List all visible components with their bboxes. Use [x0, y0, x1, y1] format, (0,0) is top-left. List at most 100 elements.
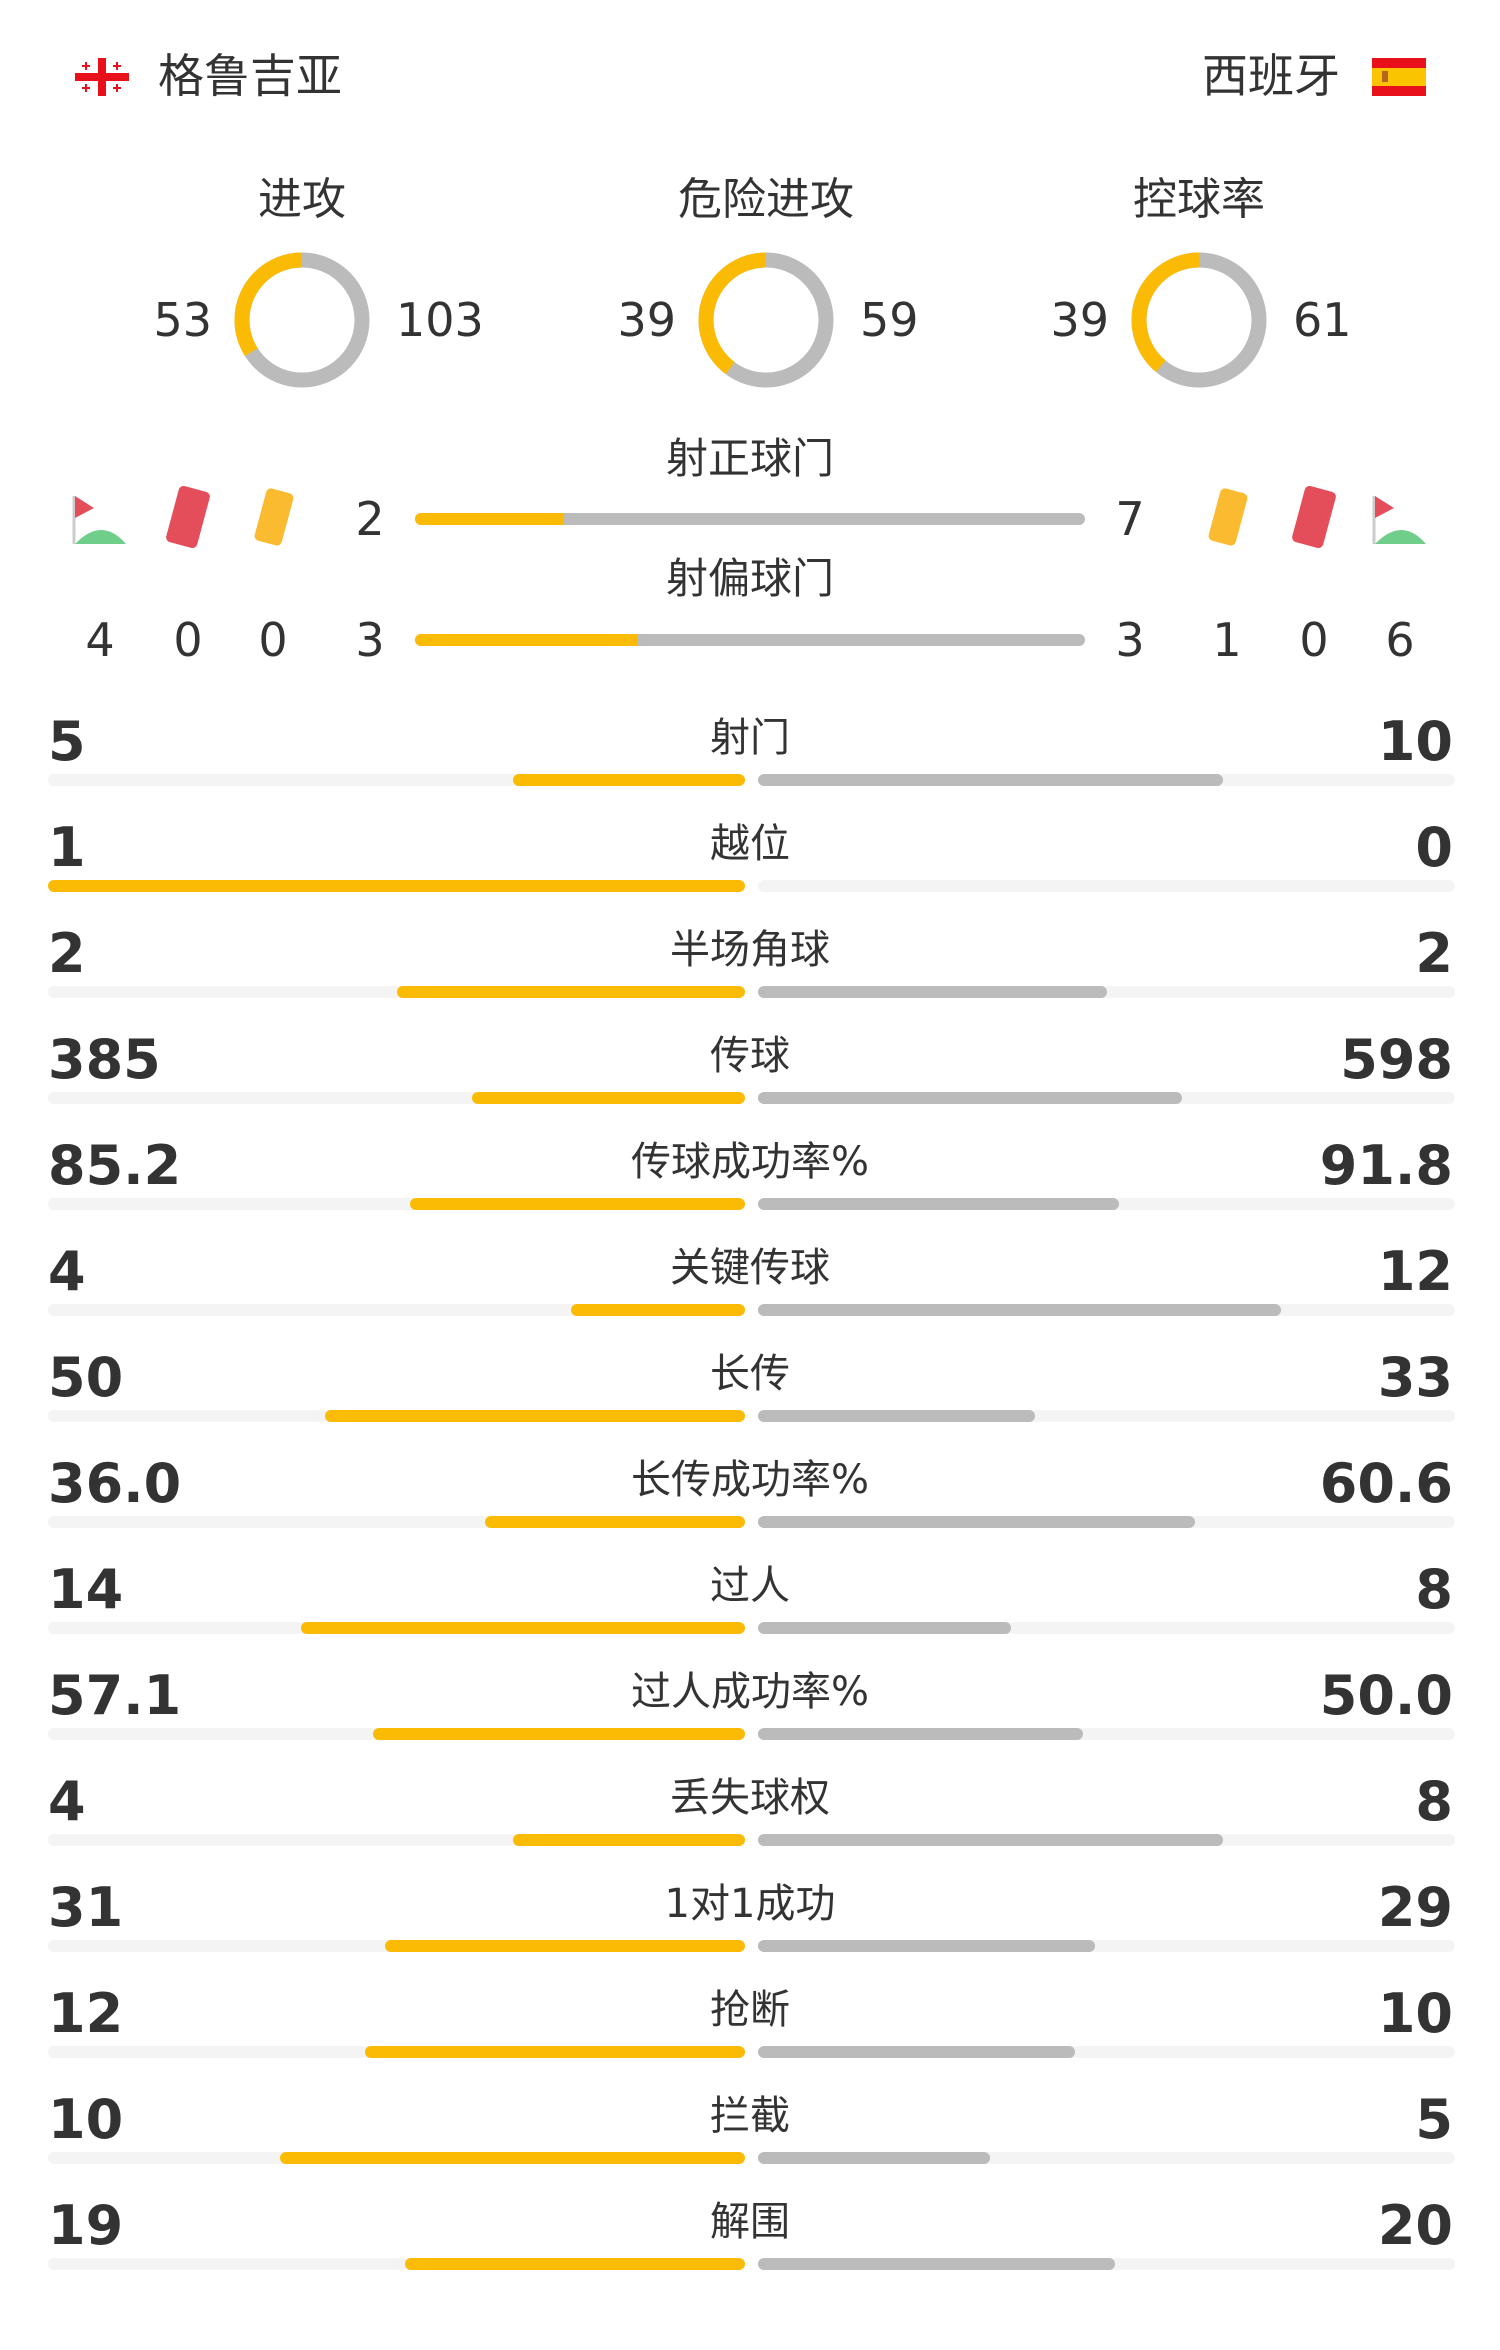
- stat-away-bar: [758, 2258, 1116, 2270]
- donut-away-value: 61: [1293, 293, 1352, 347]
- stat-away-track: [758, 1092, 1455, 1104]
- stat-away-bar: [758, 2046, 1075, 2058]
- stat-row: 5 射门 10: [0, 700, 1500, 806]
- home-shots-off-target: 3: [355, 613, 385, 667]
- donut-home-arc: [1131, 252, 1267, 388]
- stat-away-value: 5: [1415, 2088, 1453, 2151]
- corner-flag-icon: [1372, 496, 1426, 544]
- stat-away-value: 598: [1340, 1028, 1453, 1091]
- yellow-card-icon: [1208, 488, 1248, 546]
- stat-away-value: 0: [1415, 816, 1453, 879]
- donut-chart: [698, 252, 834, 388]
- stat-home-bar: [384, 1940, 745, 1952]
- donut-chart: [234, 252, 370, 388]
- stat-away-track: [758, 774, 1455, 786]
- stat-away-track: [758, 1198, 1455, 1210]
- stat-home-track: [48, 774, 745, 786]
- stat-row: 57.1 过人成功率% 50.0: [0, 1654, 1500, 1760]
- donut-home-arc: [234, 252, 370, 388]
- stat-label: 传球: [710, 1033, 790, 1079]
- stat-home-bar: [405, 2258, 745, 2270]
- home-red-cards: 0: [173, 613, 203, 667]
- stat-home-track: [48, 1304, 745, 1316]
- home-corners: 4: [85, 613, 115, 667]
- stat-label: 过人成功率%: [630, 1669, 869, 1715]
- stat-row: 2 半场角球 2: [0, 912, 1500, 1018]
- stat-home-track: [48, 1410, 745, 1422]
- stat-home-bar: [570, 1304, 745, 1316]
- stat-away-track: [758, 880, 1455, 892]
- home-shots-on-target: 2: [355, 492, 385, 546]
- stat-away-bar: [758, 1304, 1281, 1316]
- stat-row: 10 拦截 5: [0, 2078, 1500, 2184]
- stat-row: 50 长传 33: [0, 1336, 1500, 1442]
- stat-label: 抢断: [710, 1987, 790, 2033]
- stat-away-bar: [758, 1940, 1095, 1952]
- shots-on-target-bar: [415, 513, 1085, 525]
- shots-on-target-label: 射正球门: [665, 434, 834, 483]
- stat-home-value: 57.1: [48, 1664, 182, 1727]
- stat-away-bar: [758, 1198, 1120, 1210]
- stat-away-value: 12: [1377, 1240, 1453, 1303]
- donut-title: 危险进攻: [678, 174, 854, 225]
- stat-home-bar: [512, 774, 745, 786]
- stat-away-track: [758, 2152, 1455, 2164]
- stat-row: 385 传球 598: [0, 1018, 1500, 1124]
- donut-title: 进攻: [258, 174, 346, 225]
- donut-home-value: 39: [617, 293, 676, 347]
- yellow-card-icon: [254, 488, 294, 546]
- away-team-name: 西班牙: [1202, 49, 1340, 103]
- stat-label: 越位: [710, 821, 790, 867]
- stat-home-value: 4: [48, 1770, 86, 1833]
- stat-away-bar: [758, 774, 1223, 786]
- stat-home-track: [48, 880, 745, 892]
- stat-home-bar: [364, 2046, 745, 2058]
- stat-away-bar: [758, 1834, 1223, 1846]
- donut-title: 控球率: [1133, 174, 1265, 225]
- stat-home-track: [48, 1516, 745, 1528]
- stat-home-bar: [472, 1092, 745, 1104]
- stat-away-bar: [758, 1728, 1084, 1740]
- stat-away-value: 91.8: [1319, 1134, 1453, 1197]
- donut-away-value: 103: [396, 293, 484, 347]
- stat-home-track: [48, 2152, 745, 2164]
- stat-home-track: [48, 986, 745, 998]
- stat-home-value: 5: [48, 710, 86, 773]
- stat-away-bar: [758, 1410, 1036, 1422]
- stat-home-track: [48, 1198, 745, 1210]
- stat-home-value: 19: [48, 2194, 124, 2257]
- home-team-name: 格鲁吉亚: [158, 49, 342, 103]
- stat-home-value: 12: [48, 1982, 124, 2045]
- shots-off-target-bar: [415, 634, 1085, 646]
- donut-home-value: 53: [153, 293, 212, 347]
- stat-away-value: 60.6: [1319, 1452, 1453, 1515]
- stat-away-track: [758, 1622, 1455, 1634]
- stat-home-value: 10: [48, 2088, 124, 2151]
- stat-home-bar: [485, 1516, 745, 1528]
- away-shots-off-target: 3: [1115, 613, 1145, 667]
- donut-home-value: 39: [1050, 293, 1109, 347]
- stat-home-value: 4: [48, 1240, 86, 1303]
- stat-away-value: 20: [1377, 2194, 1453, 2257]
- stat-label: 射门: [710, 715, 790, 761]
- stat-away-bar: [758, 986, 1107, 998]
- stat-home-value: 36.0: [48, 1452, 182, 1515]
- stat-away-track: [758, 1940, 1455, 1952]
- stat-row: 85.2 传球成功率% 91.8: [0, 1124, 1500, 1230]
- stat-row: 1 越位 0: [0, 806, 1500, 912]
- stat-away-bar: [758, 2152, 991, 2164]
- home-yellow-cards: 0: [258, 613, 288, 667]
- stat-label: 半场角球: [670, 927, 830, 973]
- stat-home-value: 385: [48, 1028, 161, 1091]
- stat-label: 长传: [710, 1351, 790, 1397]
- stat-home-bar: [301, 1622, 745, 1634]
- stat-row: 19 解围 20: [0, 2184, 1500, 2290]
- stat-row: 4 关键传球 12: [0, 1230, 1500, 1336]
- stat-label: 过人: [710, 1563, 790, 1609]
- stat-home-bar: [373, 1728, 745, 1740]
- stat-away-value: 29: [1377, 1876, 1453, 1939]
- spain-flag-icon: [1372, 58, 1426, 96]
- stat-home-track: [48, 1092, 745, 1104]
- stat-home-bar: [512, 1834, 745, 1846]
- stat-away-bar: [758, 1622, 1012, 1634]
